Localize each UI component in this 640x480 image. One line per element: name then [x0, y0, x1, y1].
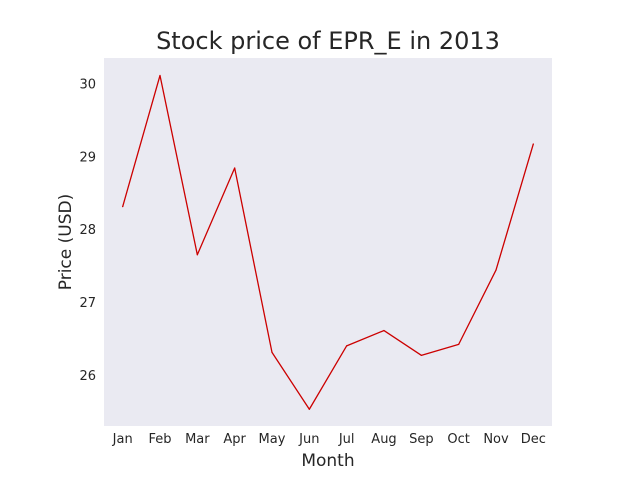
data-point — [532, 143, 534, 145]
y-tick-label: 26 — [79, 369, 96, 384]
data-point — [420, 354, 422, 356]
x-tick-label: Oct — [447, 432, 469, 447]
series-group — [122, 74, 534, 410]
x-tick-label: Sep — [409, 432, 434, 447]
data-point — [346, 345, 348, 347]
y-axis-ticks: 26 27 28 29 30 — [79, 78, 96, 384]
data-point — [271, 351, 273, 353]
chart-title: Stock price of EPR_E in 2013 — [156, 27, 500, 55]
y-tick-label: 29 — [79, 150, 96, 165]
data-point — [196, 254, 198, 256]
data-point — [159, 74, 161, 77]
x-tick-label: Mar — [185, 432, 210, 447]
plot-area — [104, 58, 552, 426]
y-tick-label: 28 — [79, 223, 96, 238]
x-tick-label: Apr — [223, 432, 246, 447]
x-tick-label: Aug — [371, 432, 396, 447]
x-tick-label: Jan — [112, 432, 133, 447]
y-axis-label: Price (USD) — [56, 194, 76, 290]
x-axis-ticks: Jan Feb Mar Apr May Jun Jul Aug Sep Oct Nov Dec — [112, 432, 546, 447]
x-tick-label: Feb — [148, 432, 171, 447]
price-line — [122, 74, 534, 410]
y-tick-label: 30 — [79, 78, 96, 93]
data-point — [234, 167, 236, 169]
data-point — [495, 269, 497, 271]
x-tick-label: Dec — [521, 432, 546, 447]
x-tick-label: Jun — [298, 432, 319, 447]
x-axis-label: Month — [301, 451, 354, 471]
x-tick-label: Jul — [338, 432, 355, 447]
data-point — [122, 206, 124, 208]
data-point — [458, 343, 460, 345]
y-tick-label: 27 — [79, 296, 96, 311]
x-tick-label: Nov — [483, 432, 509, 447]
data-point — [308, 408, 310, 410]
data-point — [383, 329, 385, 332]
x-tick-label: May — [259, 432, 286, 447]
